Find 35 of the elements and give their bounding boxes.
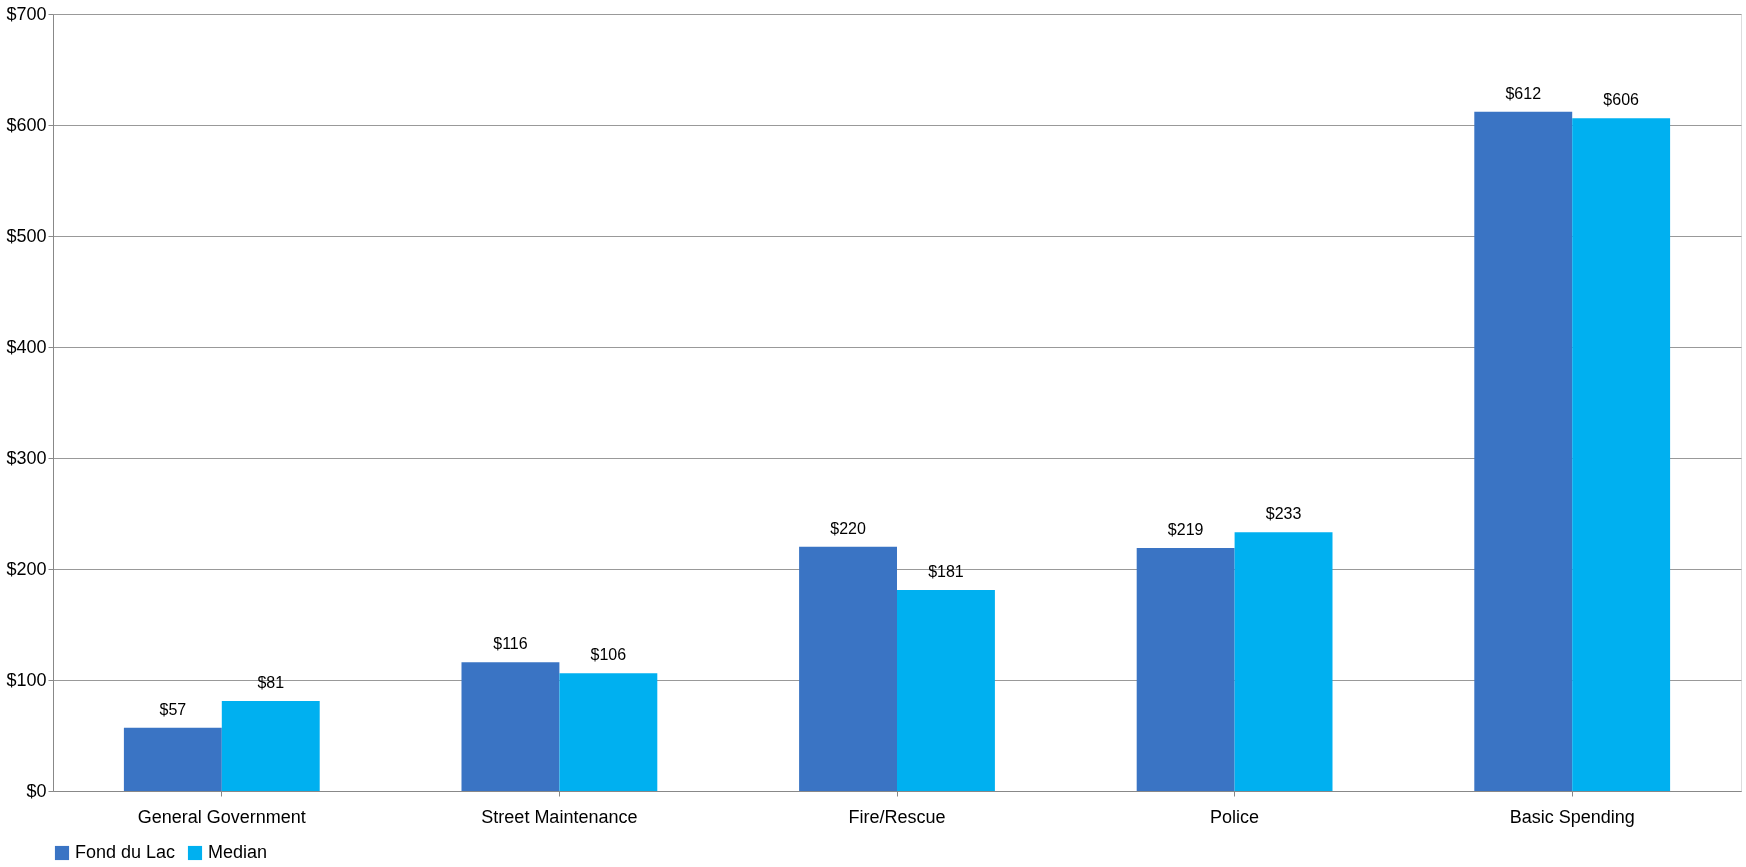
data-label: $220 [830, 519, 866, 537]
bar [221, 701, 320, 791]
legend-label: Fond du Lac [75, 842, 176, 862]
x-tick-label: Basic Spending [1509, 806, 1635, 827]
data-label: $233 [1265, 505, 1302, 523]
bar [897, 590, 995, 791]
bar [1234, 532, 1333, 791]
bar [1136, 547, 1235, 791]
bar [559, 673, 658, 791]
y-tick-label: $0 [26, 780, 47, 801]
y-tick-label: $300 [6, 447, 47, 468]
bar [461, 662, 560, 791]
x-tick-label: Police [1210, 806, 1260, 827]
y-tick-label: $700 [6, 3, 47, 24]
data-label: $57 [159, 700, 187, 718]
y-tick-label: $600 [6, 114, 47, 135]
data-label: $219 [1167, 520, 1204, 538]
data-label: $606 [1603, 91, 1640, 109]
y-tick-label: $200 [6, 558, 47, 579]
y-tick-label: $400 [6, 336, 47, 357]
data-label: $81 [257, 674, 285, 692]
x-tick-label: Street Maintenance [481, 806, 638, 827]
bar [1474, 111, 1573, 791]
bar [799, 546, 897, 791]
data-label: $116 [493, 635, 528, 653]
legend-label: Median [208, 842, 268, 862]
y-tick-label: $100 [6, 669, 47, 690]
x-tick-label: General Government [137, 806, 306, 827]
y-tick-label: $500 [6, 225, 47, 246]
data-label: $106 [590, 646, 627, 664]
bar [1572, 118, 1671, 791]
data-label: $612 [1505, 84, 1542, 102]
x-tick-label: Fire/Rescue [848, 806, 946, 827]
data-label: $181 [928, 563, 964, 581]
bar [123, 727, 222, 791]
